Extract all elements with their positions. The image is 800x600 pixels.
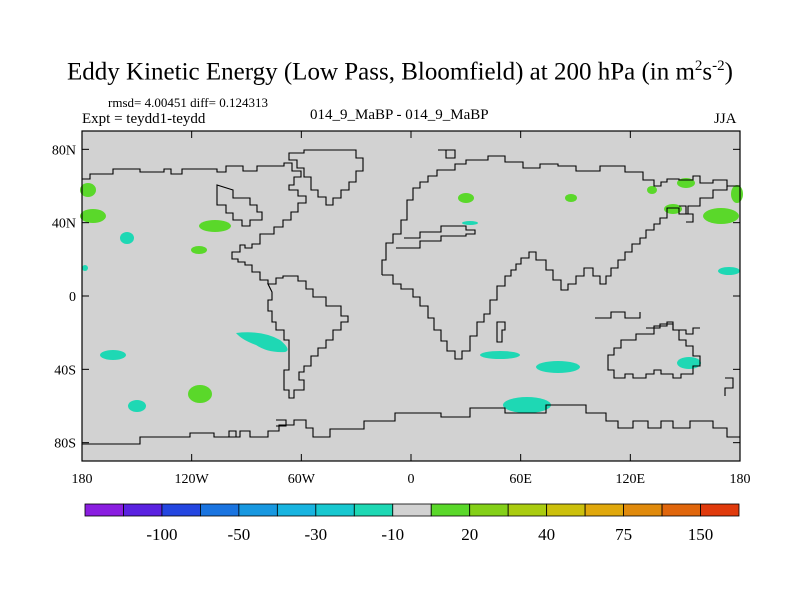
anomaly-blob — [480, 351, 520, 359]
lat-label: 80N — [52, 143, 76, 158]
colorbar-swatch — [430, 503, 471, 517]
coastline-hudson — [216, 184, 263, 227]
anomaly-blob — [462, 221, 478, 225]
anomaly-blob — [458, 193, 474, 203]
lon-label: 120E — [616, 472, 646, 487]
negative-anomalies — [82, 221, 740, 413]
colorbar-label: -30 — [304, 525, 327, 544]
colorbar-swatch — [276, 503, 317, 517]
season-label: JJA — [714, 111, 737, 127]
coastline-greenland — [288, 149, 364, 206]
anomaly-blob — [120, 232, 134, 244]
coastline-antarctica — [82, 404, 740, 445]
colorbar-swatch — [546, 503, 586, 517]
axes: 80N 40N 0 40S 80S 180 120W 60W 0 60E 120E 180 — [52, 131, 751, 487]
coastline-indonesia — [595, 311, 641, 319]
colorbar-swatch — [238, 503, 278, 517]
lon-label: 120W — [175, 472, 210, 487]
anomaly-blob — [677, 357, 701, 369]
coastline-eurasia-africa — [381, 155, 740, 275]
coastline-new-guinea — [646, 323, 700, 335]
coastline-madagascar — [496, 321, 506, 343]
lat-label: 40S — [54, 363, 76, 378]
anomaly-blob — [565, 194, 577, 202]
colorbar-swatch — [661, 503, 701, 517]
coastline-new-zealand — [724, 377, 734, 396]
colorbar-swatch — [315, 503, 355, 517]
anomaly-blob — [100, 350, 126, 360]
lat-label: 40N — [52, 217, 76, 232]
lon-label: 60W — [288, 472, 316, 487]
colorbar-label: 75 — [615, 525, 632, 544]
coastline-africa-west — [382, 186, 728, 360]
anomaly-blob — [199, 220, 231, 232]
colorbar-label: -100 — [146, 525, 177, 544]
coastline-mediterranean — [396, 225, 476, 249]
map-background — [82, 131, 740, 461]
colorbar-swatch — [700, 503, 740, 517]
colorbar-label: 20 — [461, 525, 478, 544]
lon-label: 180 — [72, 472, 93, 487]
lon-label: 180 — [730, 472, 751, 487]
coastline-south-america — [267, 275, 349, 399]
plot-title: Eddy Kinetic Energy (Low Pass, Bloomfiel… — [67, 58, 733, 86]
colorbar-swatch — [469, 503, 509, 517]
colorbar-swatch — [507, 503, 548, 517]
colorbar-label: 40 — [538, 525, 555, 544]
anomaly-blob — [703, 208, 739, 224]
colorbar-swatch — [84, 503, 124, 517]
stats-label: rmsd= 4.00451 diff= 0.124313 — [108, 95, 268, 110]
anomaly-blob — [503, 397, 551, 413]
coastline-antarctic-island — [228, 430, 237, 438]
anomaly-blob — [82, 265, 88, 271]
colorbar-swatch — [392, 503, 432, 517]
anomaly-blob — [718, 267, 740, 275]
anomaly-blob — [236, 332, 288, 353]
colorbar-label: -10 — [381, 525, 404, 544]
comparison-label: 014_9_MaBP - 014_9_MaBP — [310, 107, 489, 123]
colorbar-label: -50 — [228, 525, 251, 544]
coastline-antarctic-peninsula — [276, 419, 287, 427]
coastline-japan — [679, 205, 694, 223]
experiment-label: Expt = teydd1-teydd — [82, 111, 206, 127]
anomaly-blob — [664, 204, 682, 214]
lat-label: 0 — [69, 290, 76, 305]
anomaly-blob — [536, 361, 580, 373]
lon-label: 0 — [408, 472, 415, 487]
coastline-north-america — [82, 162, 307, 284]
coastline-australia — [607, 321, 701, 379]
anomaly-blob — [128, 400, 146, 412]
anomaly-blob — [191, 246, 207, 254]
colorbar-swatch — [584, 503, 624, 517]
colorbar-swatch — [353, 503, 394, 517]
anomaly-blob — [647, 186, 657, 194]
colorbar-swatch — [623, 503, 663, 517]
anomaly-blob — [80, 209, 106, 223]
coastline-caspian — [438, 149, 456, 159]
anomaly-blob — [188, 385, 212, 403]
colorbar-label: 150 — [688, 525, 714, 544]
lon-label: 60E — [509, 472, 532, 487]
colorbar-swatch — [200, 503, 240, 517]
coastlines — [82, 149, 740, 445]
anomaly-blob — [80, 183, 96, 197]
colorbar-swatch — [123, 503, 163, 517]
lat-label: 80S — [54, 437, 76, 452]
colorbar: -100 -50 -30 -10 20 40 75 150 — [84, 503, 740, 544]
colorbar-swatch — [161, 503, 201, 517]
anomaly-blob — [731, 185, 743, 203]
